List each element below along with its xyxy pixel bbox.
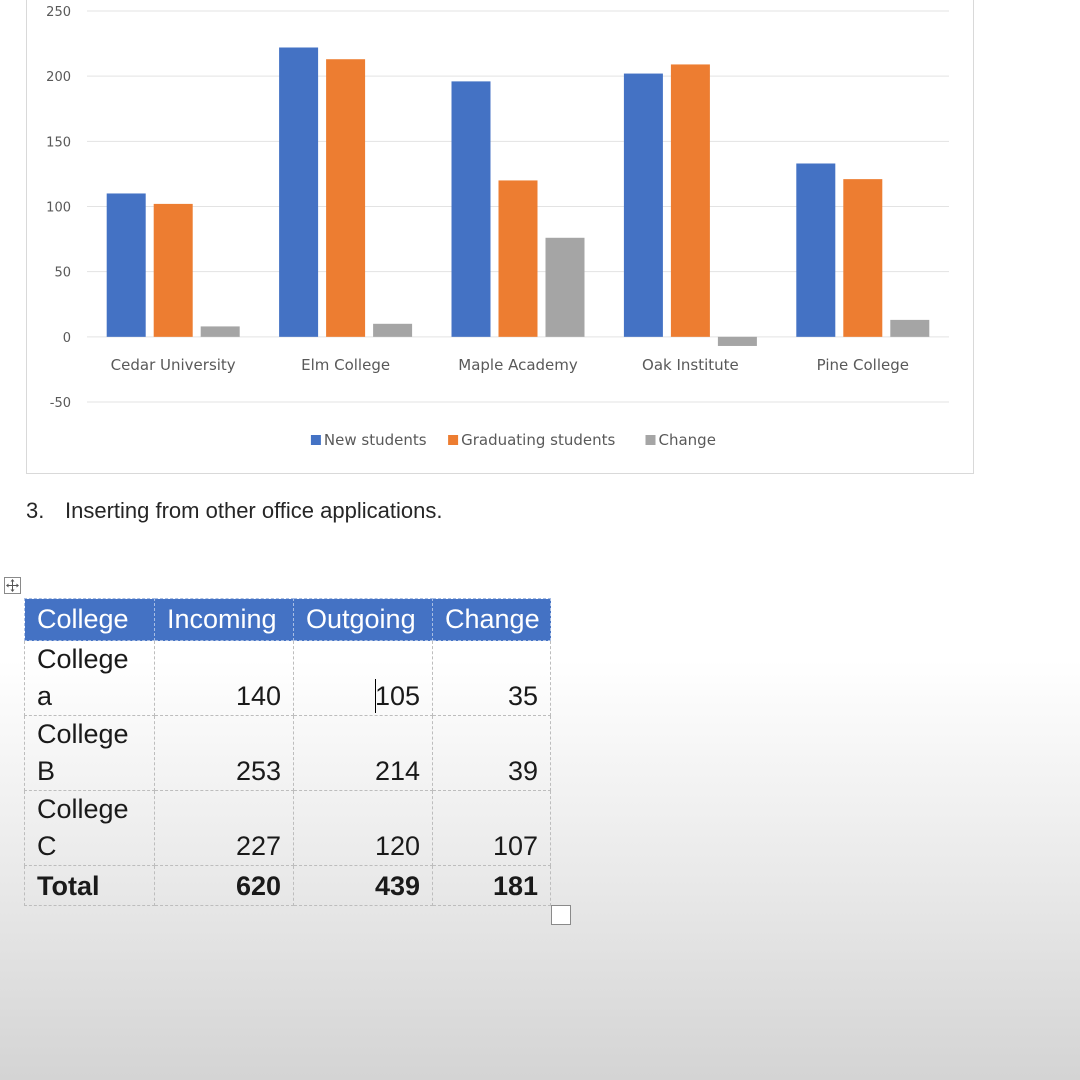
college-name-line1: College bbox=[37, 719, 129, 749]
table-total-row: Total 620 439 181 bbox=[24, 865, 551, 906]
bar bbox=[200, 326, 240, 337]
table-header-row: College Incoming Outgoing Change bbox=[24, 598, 551, 641]
bar bbox=[326, 59, 366, 337]
legend-swatch bbox=[310, 435, 321, 445]
bar bbox=[843, 179, 883, 337]
y-tick-label: 200 bbox=[46, 70, 71, 85]
cell-outgoing[interactable]: 214 bbox=[293, 715, 433, 791]
resize-square-icon[interactable] bbox=[551, 905, 571, 925]
cell-incoming[interactable]: 140 bbox=[154, 640, 294, 716]
y-tick-label: 150 bbox=[46, 135, 71, 150]
header-outgoing[interactable]: Outgoing bbox=[293, 598, 433, 641]
x-category-label: Oak Institute bbox=[642, 356, 739, 374]
cell-college-name[interactable]: College B bbox=[24, 715, 155, 791]
cell-college-name[interactable]: College a bbox=[24, 640, 155, 716]
legend-swatch bbox=[448, 435, 459, 445]
section-title: Inserting from other office applications… bbox=[65, 498, 443, 523]
table-row: College a 140 105 35 bbox=[24, 640, 551, 716]
header-change[interactable]: Change bbox=[432, 598, 551, 641]
college-table[interactable]: College Incoming Outgoing Change College… bbox=[24, 598, 551, 906]
cell-incoming[interactable]: 227 bbox=[154, 790, 294, 866]
bar bbox=[717, 336, 757, 346]
bar bbox=[373, 323, 413, 337]
cell-college-name[interactable]: College C bbox=[24, 790, 155, 866]
college-name-line1: College bbox=[37, 794, 129, 824]
bar bbox=[796, 163, 836, 337]
legend-label: Graduating students bbox=[461, 431, 615, 449]
y-tick-label: -50 bbox=[50, 396, 71, 411]
cell-total-change[interactable]: 181 bbox=[432, 865, 551, 906]
bar bbox=[451, 81, 491, 337]
bar bbox=[498, 180, 538, 337]
bar-chart: 250 200 150 100 50 0 -50 Cedar University Elm Co… bbox=[46, 5, 949, 449]
x-category-label: Pine College bbox=[817, 356, 909, 374]
cell-change[interactable]: 35 bbox=[432, 640, 551, 716]
college-name-line2: a bbox=[37, 681, 53, 711]
bar bbox=[545, 237, 585, 337]
chart-frame[interactable]: 250 200 150 100 50 0 -50 Cedar University Elm Co… bbox=[26, 0, 974, 474]
cell-change[interactable]: 39 bbox=[432, 715, 551, 791]
y-tick-label: 50 bbox=[54, 266, 71, 281]
section-heading: 3. Inserting from other office applicatio… bbox=[26, 498, 442, 524]
text-cursor bbox=[375, 679, 376, 713]
cell-total-outgoing[interactable]: 439 bbox=[293, 865, 433, 906]
college-name-line1: College bbox=[37, 644, 129, 674]
table-row: College B 253 214 39 bbox=[24, 715, 551, 791]
cell-change[interactable]: 107 bbox=[432, 790, 551, 866]
y-tick-label: 250 bbox=[46, 5, 71, 20]
legend-swatch bbox=[645, 435, 656, 445]
x-category-label: Elm College bbox=[301, 356, 390, 374]
move-arrows-icon[interactable] bbox=[4, 577, 21, 594]
table-row: College C 227 120 107 bbox=[24, 790, 551, 866]
college-name-line2: C bbox=[37, 831, 57, 861]
cell-outgoing[interactable]: 105 bbox=[293, 640, 433, 716]
x-category-label: Maple Academy bbox=[458, 356, 578, 374]
cell-total-incoming[interactable]: 620 bbox=[154, 865, 294, 906]
cell-total-label[interactable]: Total bbox=[24, 865, 155, 906]
legend-label: Change bbox=[659, 431, 716, 449]
cell-outgoing[interactable]: 120 bbox=[293, 790, 433, 866]
college-name-line2: B bbox=[37, 756, 56, 786]
bar bbox=[153, 203, 193, 337]
bar bbox=[279, 47, 319, 337]
header-college[interactable]: College bbox=[24, 598, 155, 641]
bar bbox=[106, 193, 146, 337]
y-tick-label: 0 bbox=[63, 331, 71, 346]
legend-label: New students bbox=[324, 431, 427, 449]
cell-incoming[interactable]: 253 bbox=[154, 715, 294, 791]
x-category-label: Cedar University bbox=[111, 356, 236, 374]
y-tick-label: 100 bbox=[46, 201, 71, 216]
bar bbox=[623, 73, 663, 337]
bar bbox=[890, 319, 930, 337]
bar bbox=[670, 64, 710, 337]
section-number: 3. bbox=[26, 498, 45, 523]
header-incoming[interactable]: Incoming bbox=[154, 598, 294, 641]
